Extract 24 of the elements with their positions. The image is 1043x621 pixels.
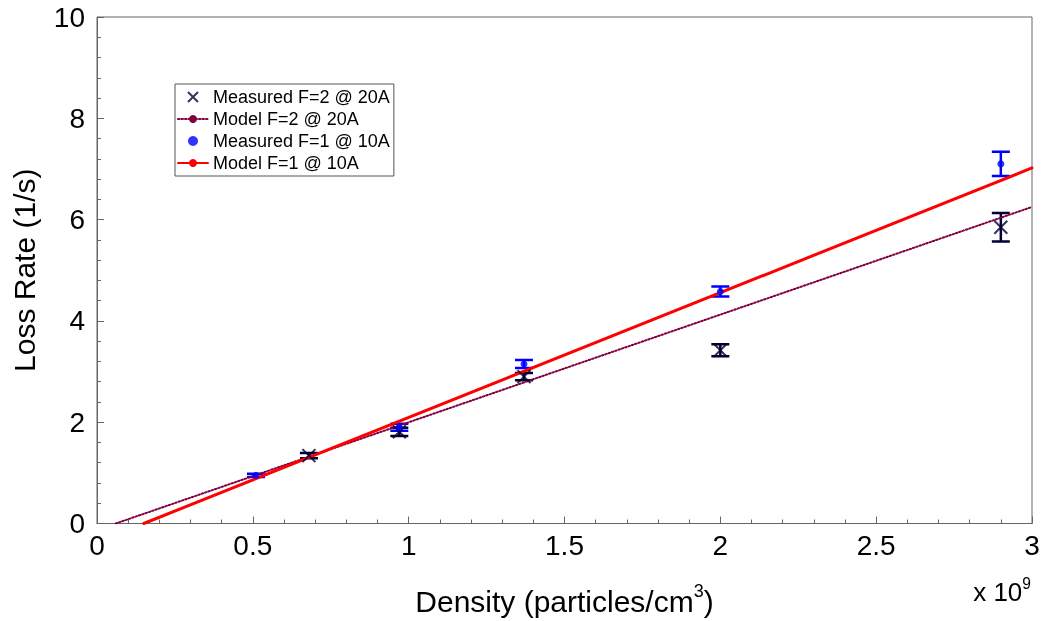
point (301, 448, 317, 464)
point (993, 219, 1009, 235)
x-tick-label: 0 (89, 530, 105, 561)
x-tick-label: 2 (712, 530, 729, 561)
y-tick-label: 10 (53, 1, 85, 33)
legend-label: Measured F=1 @ 10A (213, 131, 390, 151)
x-tick-label: 1 (400, 530, 417, 561)
legend-label: Model F=1 @ 10A (213, 153, 359, 173)
point (997, 160, 1005, 168)
x-tick-label: 1.5 (545, 530, 584, 561)
y-tick-label: 8 (69, 102, 85, 134)
point (252, 471, 260, 479)
y-tick-label: 6 (69, 204, 85, 236)
x-tick-label: 2.5 (856, 530, 896, 561)
point (716, 288, 724, 296)
point (395, 423, 403, 431)
y-tick-label: 4 (69, 305, 85, 337)
y-tick-label: 0 (69, 508, 85, 539)
y-tick-label: 2 (69, 406, 85, 438)
x-tick-label: 3 (1024, 530, 1040, 561)
x-tick-label: 0.5 (233, 530, 273, 561)
y-axis-title: Loss Rate (1/s) (7, 168, 41, 372)
legend-label: Model F=2 @ 20A (213, 109, 359, 129)
legend-label: Measured F=2 @ 20A (213, 87, 390, 107)
